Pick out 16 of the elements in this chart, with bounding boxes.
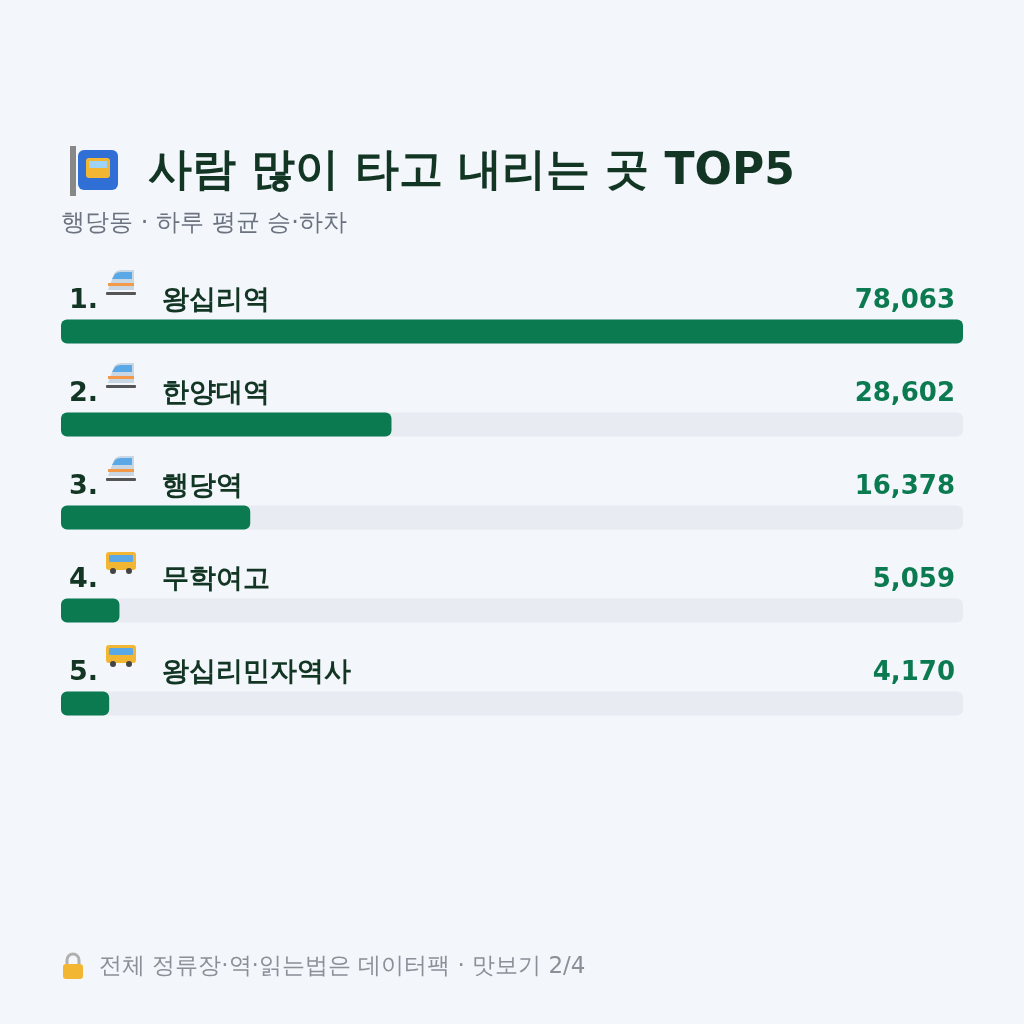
data-label: 28,602 <box>854 376 955 407</box>
bar <box>61 691 110 716</box>
data-label: 78,063 <box>854 283 955 314</box>
category-label: 1. 왕십리역 <box>69 282 271 314</box>
category-label: 3. 행당역 <box>69 468 244 500</box>
bar <box>61 598 120 623</box>
bar <box>61 505 251 530</box>
chart-title: 사람 많이 타고 내리는 곳 TOP5 <box>148 142 795 196</box>
chart-subtitle: 행당동 · 하루 평균 승·하차 <box>61 207 347 238</box>
data-label: 4,170 <box>872 655 955 686</box>
text: 전체 정류장·역·읽는법은 데이터팩 · 맛보기 2/4 <box>99 951 586 980</box>
data-label: 16,378 <box>854 469 955 500</box>
data-label: 5,059 <box>872 562 955 593</box>
category-label: 5. 왕십리민자역사 <box>69 654 352 686</box>
category-label: 2. 한양대역 <box>69 375 271 407</box>
category-label: 4. 무학여고 <box>69 561 271 593</box>
